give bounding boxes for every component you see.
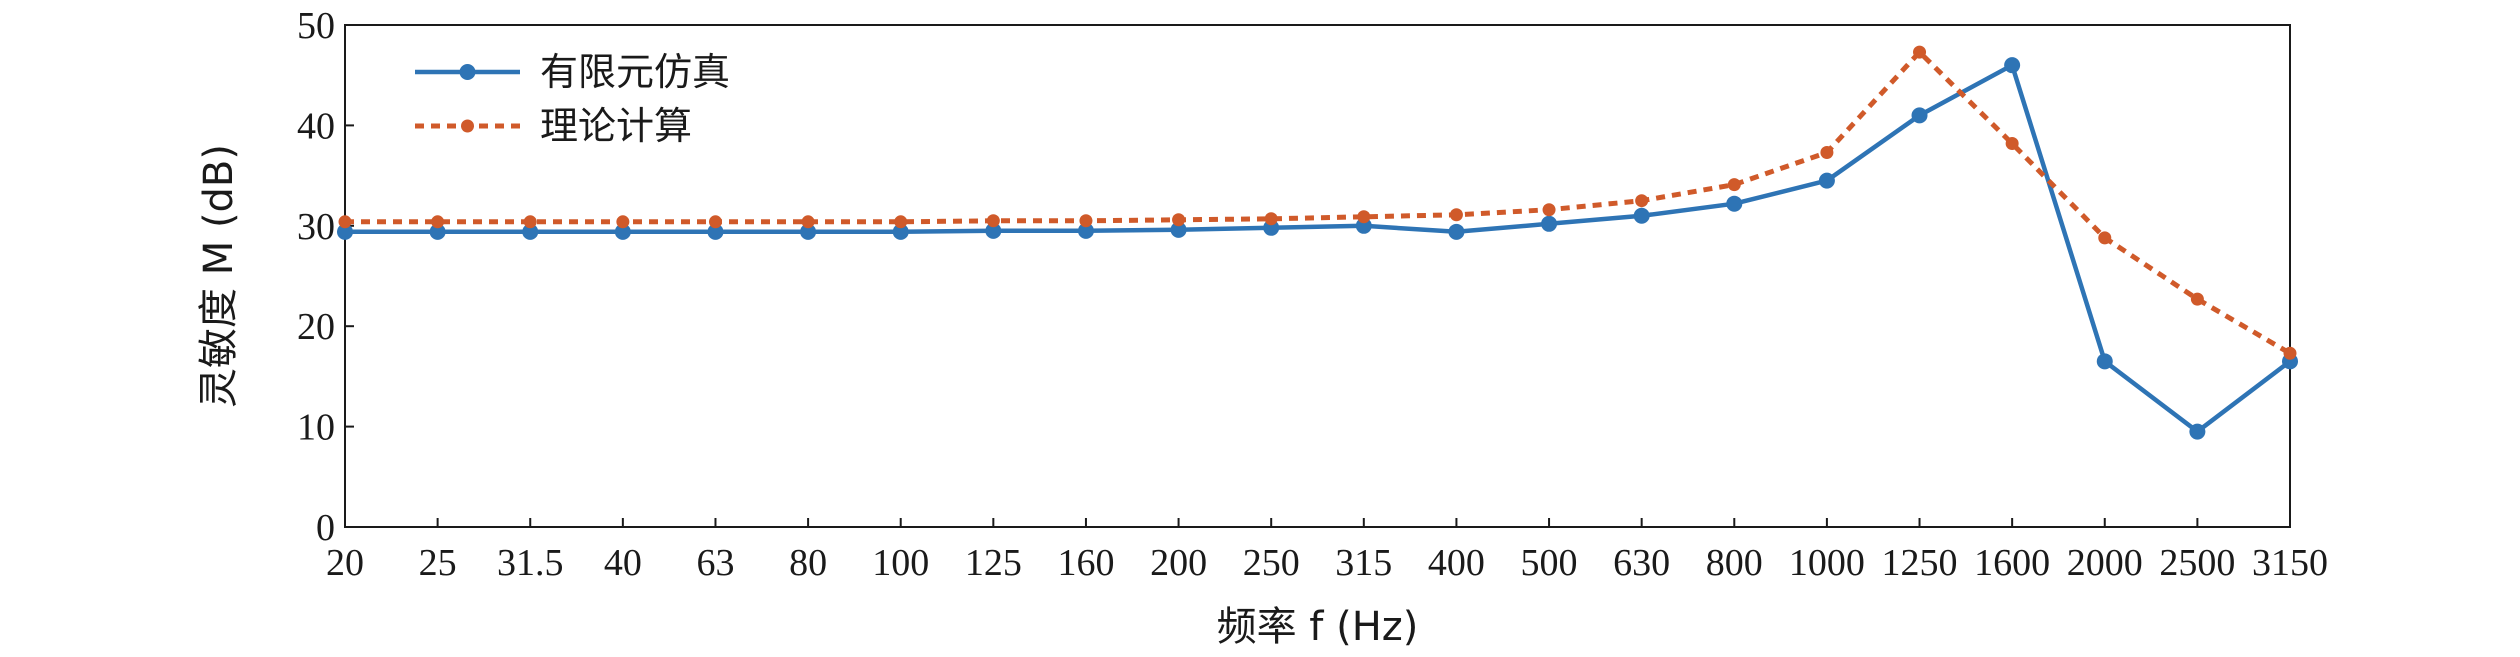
y-tick-label: 0 <box>316 507 335 549</box>
x-tick-label: 500 <box>1521 542 1578 584</box>
x-tick-label: 800 <box>1706 542 1763 584</box>
data-point <box>338 215 352 229</box>
data-point <box>337 223 353 240</box>
y-tick-label: 10 <box>297 407 335 449</box>
data-point <box>2096 353 2113 370</box>
data-point <box>1911 107 1928 124</box>
data-point <box>1913 45 1927 59</box>
data-point <box>1542 203 1556 217</box>
data-point <box>1820 146 1834 160</box>
x-tick-label: 250 <box>1243 542 1300 584</box>
x-tick-label: 25 <box>419 542 457 584</box>
y-tick-label: 30 <box>297 206 335 248</box>
data-point <box>1264 212 1278 226</box>
series-line <box>345 49 2292 356</box>
legend-marker <box>459 64 476 80</box>
data-point <box>616 215 630 229</box>
data-point <box>2005 136 2019 150</box>
data-point <box>707 223 724 240</box>
data-point <box>523 215 537 229</box>
data-point <box>1357 210 1371 224</box>
data-point <box>892 223 909 240</box>
x-tick-label: 2500 <box>2159 542 2235 584</box>
data-point <box>1633 207 1650 224</box>
data-point <box>1449 208 1463 222</box>
y-axis-ticks: 0 10 20 30 40 50 <box>297 5 354 549</box>
y-tick-label: 20 <box>297 306 335 348</box>
data-point <box>1726 195 1743 212</box>
data-point <box>2098 231 2112 245</box>
x-tick-label: 200 <box>1150 542 1207 584</box>
x-tick-label: 2000 <box>2067 542 2143 584</box>
plot-frame <box>344 24 2291 528</box>
legend-marker <box>461 119 474 133</box>
data-point <box>986 214 1000 228</box>
y-tick-label: 50 <box>297 5 335 47</box>
data-point <box>522 223 539 240</box>
x-tick-label: 1000 <box>1789 542 1865 584</box>
data-point <box>708 215 722 229</box>
x-tick-label: 315 <box>1335 542 1392 584</box>
y-axis-title: 灵敏度 M (dB) <box>196 144 242 408</box>
data-point <box>614 223 631 240</box>
data-point <box>1818 172 1835 189</box>
data-point <box>1448 223 1465 240</box>
data-point <box>2283 346 2297 360</box>
x-tick-label: 80 <box>789 542 827 584</box>
data-point <box>1170 221 1187 238</box>
x-tick-label: 20 <box>326 542 364 584</box>
plot-area <box>344 24 2291 528</box>
x-tick-label: 40 <box>604 542 642 584</box>
y-tick-label: 40 <box>297 105 335 147</box>
x-tick-label: 160 <box>1057 542 1114 584</box>
x-tick-label: 1250 <box>1882 542 1958 584</box>
x-tick-label: 100 <box>872 542 929 584</box>
series-line <box>345 62 2292 434</box>
x-axis-title: 频率 f (Hz) <box>1217 604 1419 650</box>
x-tick-label: 630 <box>1613 542 1670 584</box>
data-point <box>1635 194 1649 208</box>
x-tick-label: 1600 <box>1974 542 2050 584</box>
x-tick-label: 31.5 <box>497 542 564 584</box>
legend-label: 有限元仿真 <box>540 50 730 94</box>
series-1 <box>337 57 2298 440</box>
data-point <box>431 215 445 229</box>
data-point <box>1172 213 1186 227</box>
series-layer <box>337 45 2298 440</box>
legend-label: 理论计算 <box>540 104 692 148</box>
x-tick-label: 125 <box>965 542 1022 584</box>
x-axis-ticks: 20 25 31.5 40 63 80 100 125 160 200 250 315 400 500 63… <box>326 518 2328 584</box>
data-point <box>2189 423 2206 440</box>
data-point <box>894 215 908 229</box>
x-tick-label: 3150 <box>2252 542 2328 584</box>
series-2 <box>338 45 2297 360</box>
data-point <box>801 215 815 229</box>
data-point <box>1727 178 1741 192</box>
x-tick-label: 400 <box>1428 542 1485 584</box>
data-point <box>1541 215 1558 232</box>
data-point <box>1077 222 1094 239</box>
data-point <box>985 222 1002 239</box>
data-point <box>2004 57 2021 74</box>
data-point <box>800 223 817 240</box>
data-point <box>1079 214 1093 228</box>
data-point <box>429 223 446 240</box>
data-point <box>2190 292 2204 306</box>
x-tick-label: 63 <box>696 542 734 584</box>
